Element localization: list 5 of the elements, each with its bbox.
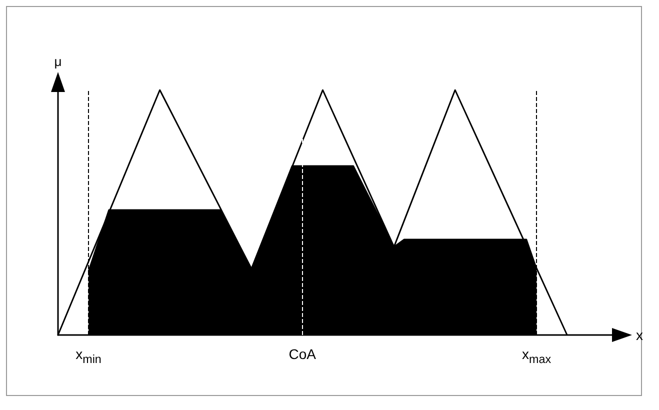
x-axis-title: x — [636, 327, 643, 343]
y-axis-title: μ — [54, 54, 62, 69]
x-tick-label: CoA — [288, 346, 317, 362]
x-tick-label: x$_{min}$ — [74, 346, 102, 368]
x-tick-label: x$_{max}$ — [521, 346, 552, 368]
